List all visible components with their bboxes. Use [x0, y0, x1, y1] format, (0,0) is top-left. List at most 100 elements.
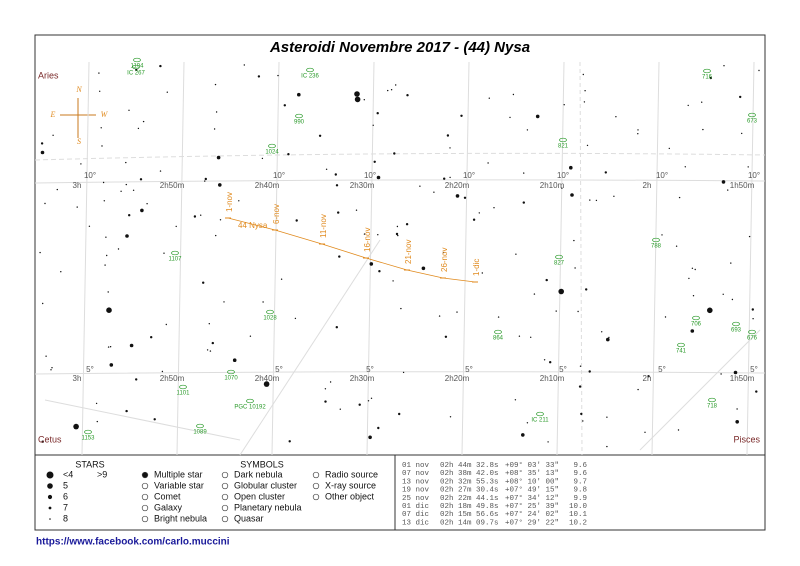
- ephemeris-cell: 9.6: [573, 462, 587, 470]
- star: [105, 236, 107, 238]
- star: [406, 94, 409, 97]
- star: [277, 74, 279, 77]
- star: [533, 293, 536, 295]
- star: [463, 196, 467, 199]
- star: [243, 64, 245, 66]
- star: [283, 104, 286, 107]
- star: [722, 293, 724, 295]
- ephemeris-cell: 01 nov: [402, 462, 430, 470]
- ra-label: 2h40m: [255, 374, 280, 383]
- ra-label: 3h: [73, 374, 82, 383]
- track-date: 11-nov: [319, 214, 328, 238]
- star: [530, 336, 532, 338]
- ephemeris-cell: +07° 29' 22": [505, 518, 559, 527]
- dec-label: 5°: [86, 365, 94, 374]
- star: [563, 104, 565, 106]
- star: [421, 266, 426, 271]
- ra-label: 1h50m: [730, 374, 755, 383]
- object-label: 741: [676, 349, 687, 355]
- star: [223, 301, 225, 303]
- galaxy-symbol: [268, 143, 276, 149]
- star: [735, 420, 739, 424]
- star: [56, 188, 58, 191]
- star: [615, 116, 617, 118]
- galaxy-symbol: [133, 57, 141, 63]
- star: [661, 234, 663, 236]
- star: [257, 75, 261, 78]
- object-label: 1101: [177, 391, 191, 397]
- legend-symbol: [141, 515, 149, 523]
- star: [370, 397, 373, 399]
- star: [690, 329, 695, 333]
- star: [219, 219, 222, 221]
- boundary: [239, 239, 381, 456]
- star: [515, 253, 517, 255]
- star: [455, 194, 460, 198]
- legend-label: Quasar: [234, 513, 264, 523]
- object-label: IC 267: [127, 71, 145, 77]
- legend-star: [47, 483, 53, 489]
- star: [755, 390, 758, 393]
- ephemeris-cell: 9.8: [573, 487, 587, 495]
- star: [139, 178, 143, 181]
- star: [637, 388, 639, 391]
- dec-label: 10°: [463, 171, 475, 180]
- galaxy-symbol: [196, 423, 204, 429]
- ephemeris-cell: +07° 24' 02": [505, 510, 559, 519]
- star: [378, 270, 381, 273]
- star: [668, 147, 670, 150]
- star: [106, 254, 108, 257]
- dec-label: 5°: [559, 365, 567, 374]
- star: [521, 433, 525, 437]
- star: [709, 76, 712, 80]
- ephemeris-cell: 9.6: [573, 470, 587, 478]
- star: [354, 96, 361, 103]
- star: [294, 317, 297, 320]
- star: [107, 291, 109, 293]
- object-label: 693: [731, 328, 742, 334]
- star: [390, 89, 393, 91]
- footer-url[interactable]: https://www.facebook.com/carlo.muccini: [36, 537, 230, 548]
- ephemeris-cell: 9.9: [573, 495, 587, 503]
- constellation: Cetus: [38, 434, 62, 444]
- ra-line: [271, 61, 280, 456]
- star: [44, 202, 46, 205]
- star: [238, 200, 240, 202]
- star: [128, 109, 130, 112]
- legend-symbol: [221, 493, 229, 501]
- object-label: 990: [294, 120, 305, 126]
- star: [478, 212, 480, 214]
- star: [103, 200, 106, 202]
- dec-label: 10°: [273, 171, 285, 180]
- object-label: 706: [691, 322, 702, 328]
- star: [216, 155, 221, 160]
- ra-line: [176, 61, 185, 456]
- ephemeris-cell: 01 dic: [402, 503, 429, 511]
- ephemeris-cell: 02h 22m 44.1s: [440, 495, 499, 503]
- star: [377, 426, 380, 430]
- ephemeris-cell: 10.0: [569, 503, 588, 511]
- star: [460, 114, 463, 118]
- star: [358, 403, 361, 406]
- ra-label: 2h10m: [540, 374, 565, 383]
- star: [582, 73, 584, 76]
- star: [73, 423, 79, 430]
- ephemeris-cell: 10.2: [569, 519, 587, 527]
- ephemeris-cell: 02h 44m 32.8s: [440, 462, 499, 470]
- star: [583, 101, 586, 103]
- compass-s: S: [77, 137, 81, 146]
- galaxy-symbol: [559, 137, 567, 143]
- star: [526, 129, 529, 131]
- star: [487, 162, 489, 164]
- dec-label: 10°: [364, 171, 376, 180]
- star: [263, 381, 270, 387]
- star: [161, 370, 164, 373]
- ephemeris-cell: 13 nov: [402, 478, 430, 486]
- legend-symbol: [141, 471, 149, 479]
- ephemeris-cell: +07° 25' 39": [505, 502, 559, 511]
- star: [393, 152, 396, 155]
- ra-label: 1h50m: [730, 181, 755, 190]
- star: [545, 278, 548, 282]
- ra-label: 2h: [643, 181, 652, 190]
